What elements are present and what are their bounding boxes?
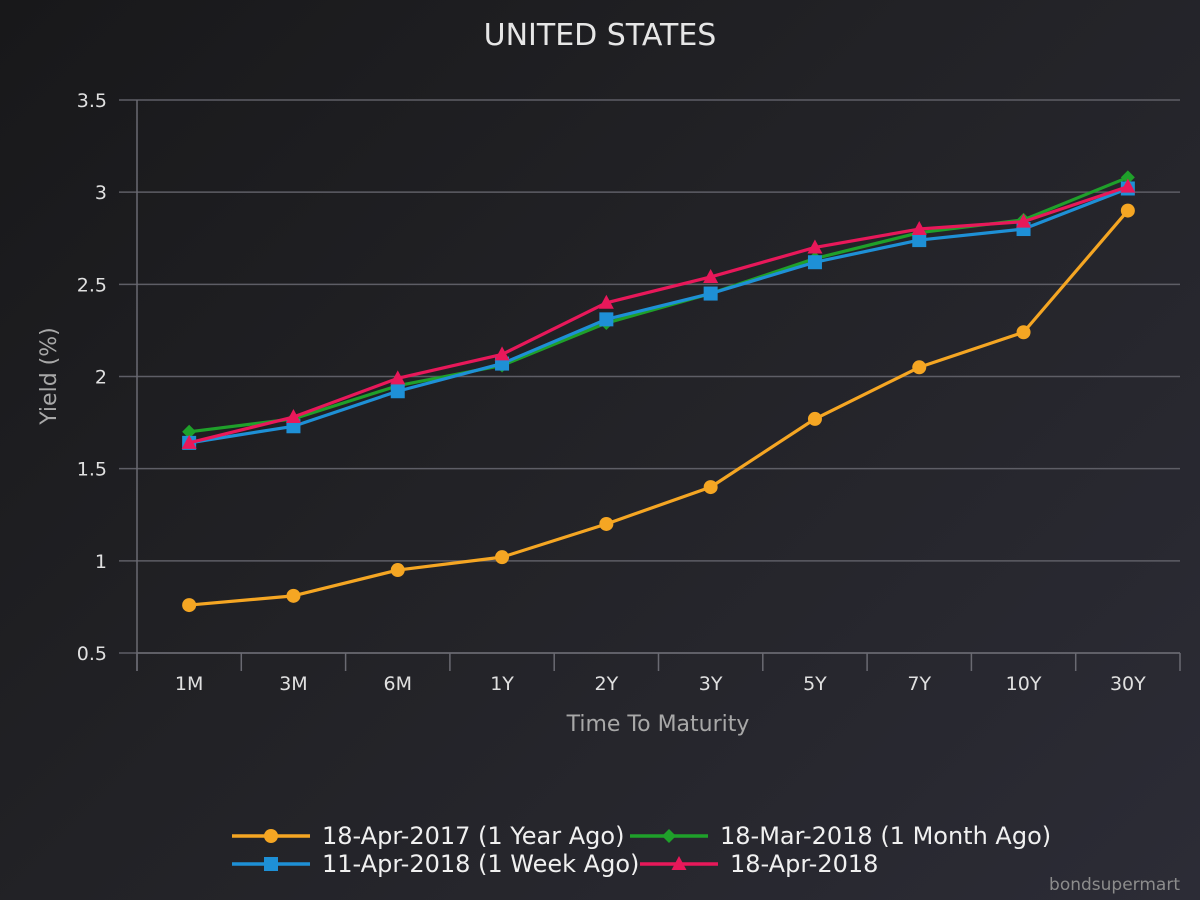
data-point (390, 370, 406, 385)
data-point (495, 550, 510, 565)
y-tick-label: 1.5 (77, 459, 107, 481)
series-4 (181, 178, 1136, 449)
series-group (181, 170, 1136, 613)
x-axis-ticks: 1M 3M 6M 1Y 2Y 3Y 5Y 7Y 10Y 30Y (175, 673, 1146, 695)
y-tick-label: 0.5 (77, 643, 107, 665)
data-point (181, 434, 197, 449)
data-point (182, 424, 197, 439)
series-line (189, 209, 1130, 607)
chart-title: UNITED STATES (484, 18, 717, 53)
x-tick-label: 3Y (699, 673, 723, 695)
x-tick-label: 1M (175, 673, 203, 695)
data-point (1120, 170, 1135, 185)
series-line (188, 186, 1129, 445)
data-point (703, 286, 718, 301)
series-1 (182, 203, 1135, 613)
data-point (182, 598, 197, 613)
x-tick-label: 3M (279, 673, 307, 695)
series-line (188, 175, 1129, 434)
y-tick-label: 2 (95, 367, 107, 389)
grid-lines (119, 99, 1180, 654)
x-tick-label: 2Y (594, 673, 618, 695)
legend-label: 18-Apr-2017 (1 Year Ago) (322, 822, 624, 850)
series-2 (182, 170, 1135, 439)
y-axis-ticks: 0.5 1 1.5 2 2.5 3 3.5 (77, 90, 107, 665)
legend-item-4[interactable]: 18-Apr-2018 (640, 850, 878, 878)
legend-label: 18-Mar-2018 (1 Month Ago) (720, 822, 1051, 850)
data-point (807, 239, 823, 254)
data-point (1120, 178, 1136, 193)
legend-item-1[interactable]: 18-Apr-2017 (1 Year Ago) (232, 822, 624, 850)
data-point (390, 384, 405, 399)
data-point (911, 221, 927, 236)
data-point (912, 233, 927, 248)
legend-label: 18-Apr-2018 (730, 850, 878, 878)
x-tick-label: 1Y (490, 673, 514, 695)
data-point (599, 312, 614, 327)
x-tick-label: 30Y (1110, 673, 1146, 695)
credit-text: bondsupermart (1049, 875, 1180, 895)
data-point (285, 409, 301, 424)
data-point (807, 411, 822, 426)
data-point (598, 294, 614, 309)
legend[interactable]: 18-Apr-2017 (1 Year Ago)11-Apr-2018 (1 W… (232, 822, 1051, 878)
legend-item-2[interactable]: 18-Mar-2018 (1 Month Ago) (630, 822, 1051, 850)
data-point (390, 563, 405, 578)
y-tick-label: 3 (95, 182, 107, 204)
y-axis-label: Yield (%) (37, 327, 62, 425)
data-point (1016, 213, 1032, 228)
legend-label: 11-Apr-2018 (1 Week Ago) (322, 850, 639, 878)
x-tick-label: 5Y (803, 673, 827, 695)
axes (136, 100, 1181, 671)
y-tick-label: 1 (95, 551, 107, 573)
legend-marker (662, 829, 676, 843)
data-point (494, 346, 510, 361)
x-tick-label: 7Y (907, 673, 931, 695)
data-point (1120, 203, 1135, 218)
x-tick-label: 10Y (1006, 673, 1042, 695)
data-point (807, 255, 822, 270)
y-tick-label: 3.5 (77, 90, 107, 112)
legend-marker (264, 857, 278, 871)
data-point (1016, 325, 1031, 340)
x-tick-label: 6M (384, 673, 412, 695)
series-line (188, 185, 1129, 445)
legend-marker (264, 829, 278, 843)
data-point (286, 588, 301, 603)
data-point (703, 268, 719, 283)
y-tick-label: 2.5 (77, 274, 107, 296)
legend-marker (671, 856, 687, 870)
legend-item-3[interactable]: 11-Apr-2018 (1 Week Ago) (232, 850, 639, 878)
x-axis-label: Time To Maturity (566, 712, 750, 737)
data-point (599, 516, 614, 531)
data-point (912, 360, 927, 375)
data-point (703, 480, 718, 495)
